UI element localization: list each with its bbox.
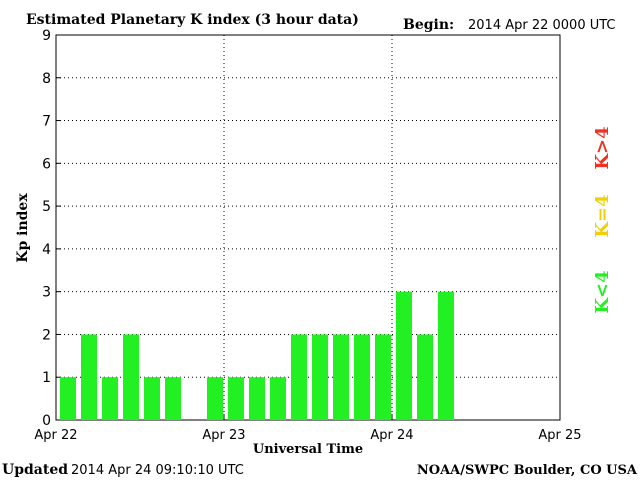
legend-high: K>4 [592, 126, 613, 169]
y-tick-label: 0 [42, 413, 51, 429]
y-tick-labels: 0 1 2 3 4 5 6 7 8 9 [42, 28, 51, 429]
kp-bar [396, 291, 412, 420]
kp-bar [375, 334, 391, 420]
kp-bar [144, 377, 160, 420]
kp-bar [312, 334, 328, 420]
grid-lines [55, 34, 561, 421]
begin-value: 2014 Apr 22 0000 UTC [468, 18, 616, 33]
x-tick-label: Apr 23 [202, 428, 245, 443]
y-tick-label: 4 [42, 242, 51, 258]
kp-bar [207, 377, 223, 420]
kp-bar [333, 334, 349, 420]
y-tick-label: 6 [42, 156, 51, 172]
kp-bar [165, 377, 181, 420]
y-tick-label: 9 [42, 28, 51, 44]
kp-bar [123, 334, 139, 420]
y-tick-label: 3 [42, 285, 51, 301]
updated-value: 2014 Apr 24 09:10:10 UTC [71, 463, 244, 478]
y-tick-label: 8 [42, 71, 51, 87]
legend-equal: K=4 [592, 194, 613, 237]
kp-bar [354, 334, 370, 420]
kp-bar [60, 377, 76, 420]
y-tick-label: 1 [42, 370, 51, 386]
y-axis-label: Kp index [15, 193, 31, 263]
kp-bar [438, 291, 454, 420]
y-tick-label: 5 [42, 199, 51, 215]
kp-bar [291, 334, 307, 420]
kp-bar [417, 334, 433, 420]
y-tick-label: 2 [42, 327, 51, 343]
x-tick-label: Apr 24 [370, 428, 413, 443]
plot-area [55, 34, 561, 421]
y-tick-label: 7 [42, 114, 51, 130]
x-axis-label: Universal Time [253, 442, 363, 457]
updated-label: Updated [2, 462, 68, 478]
legend-low: K<4 [592, 270, 613, 313]
source-credit: NOAA/SWPC Boulder, CO USA [417, 463, 638, 478]
bars [60, 291, 454, 420]
kp-bar [249, 377, 265, 420]
x-tick-label: Apr 22 [34, 428, 77, 443]
x-tick-label: Apr 25 [538, 428, 581, 443]
begin-label: Begin: [403, 17, 454, 33]
x-tick-labels: Apr 22 Apr 23 Apr 24 Apr 25 [34, 428, 581, 443]
kp-bar [102, 377, 118, 420]
chart-title: Estimated Planetary K index (3 hour data… [26, 12, 359, 28]
kp-bar [270, 377, 286, 420]
kp-bar [81, 334, 97, 420]
kp-bar [228, 377, 244, 420]
